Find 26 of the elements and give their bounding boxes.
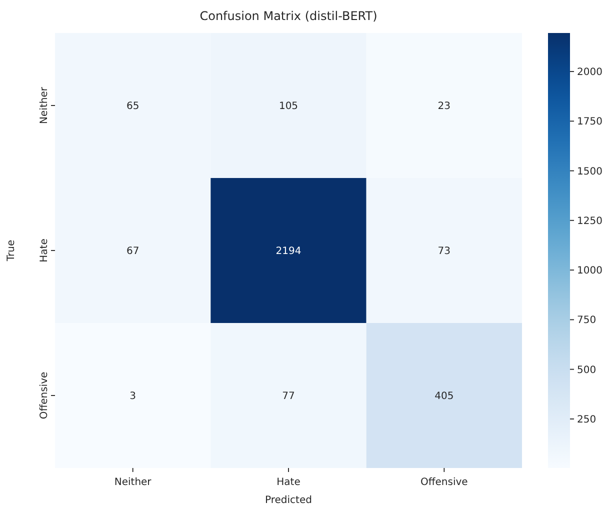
data-label: 105: [278, 101, 298, 112]
data-label: 405: [434, 391, 454, 402]
data-label: 77: [282, 391, 295, 402]
data-label: 3: [130, 391, 136, 402]
color-bar-label: 1250: [577, 216, 602, 227]
x-tick-label: Neither: [114, 477, 152, 488]
color-bar-label: 1750: [577, 116, 602, 128]
y-tick-label: Neither: [39, 86, 50, 124]
x-axis-title: Predicted: [265, 495, 312, 506]
x-tick-label: Hate: [276, 477, 300, 488]
data-label: 73: [438, 246, 451, 257]
x-tick-label: Offensive: [420, 477, 468, 488]
color-bar-label: 1500: [577, 166, 602, 178]
data-label: 23: [438, 101, 451, 112]
y-axis-title: True: [6, 240, 17, 262]
y-tick-label: Offensive: [39, 372, 50, 420]
chart-title: Confusion Matrix (distil-BERT): [200, 9, 378, 23]
data-label: 65: [126, 101, 140, 112]
color-bar-label: 750: [577, 315, 596, 326]
data-label: 67: [126, 246, 140, 257]
y-tick-label: Hate: [39, 238, 50, 262]
color-bar-label: 2000: [577, 67, 602, 78]
data-label: 2194: [276, 246, 302, 257]
color-bar-label: 250: [577, 414, 596, 426]
color-bar-label: 500: [577, 364, 596, 376]
color-bar-label: 1000: [577, 266, 602, 277]
